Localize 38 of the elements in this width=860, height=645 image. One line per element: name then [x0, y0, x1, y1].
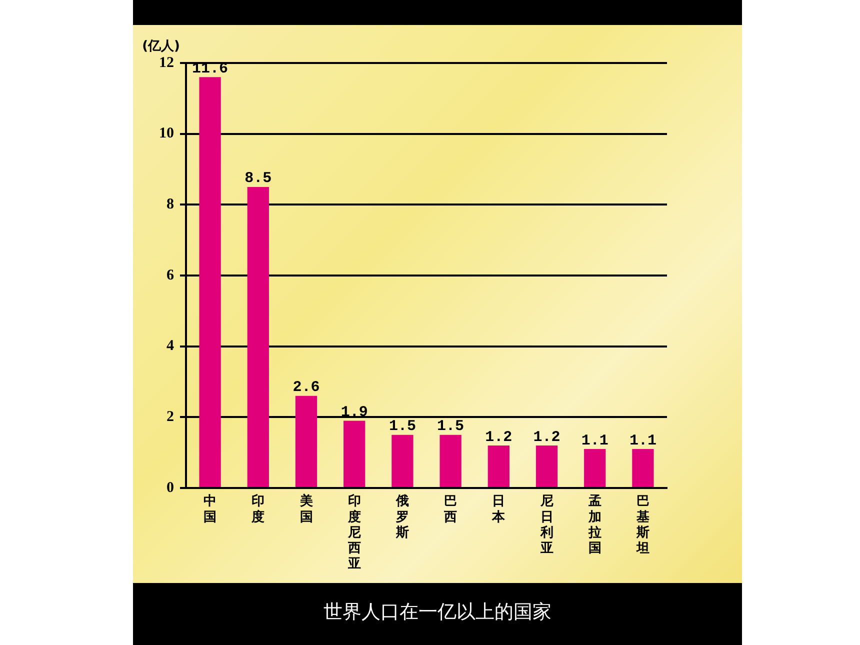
- bar: [584, 449, 606, 487]
- x-tick-label: 中国: [204, 494, 217, 525]
- bar: [536, 446, 558, 487]
- bar: [344, 420, 366, 487]
- bar: [199, 77, 221, 487]
- data-label: 1.5: [437, 418, 464, 436]
- x-tick-label: 巴基斯坦: [635, 494, 650, 556]
- data-label: 1.5: [388, 418, 416, 436]
- bar: [488, 446, 510, 487]
- x-tick-label: 俄罗斯: [394, 494, 409, 540]
- x-tick-label: 孟加拉国: [587, 494, 602, 556]
- x-tick-label: 美国: [298, 493, 313, 525]
- data-label: 1.2: [485, 428, 512, 446]
- y-tick-label: 2: [166, 409, 174, 426]
- y-tick-label: 8: [166, 196, 174, 213]
- x-tick-label: 尼日利亚: [539, 494, 554, 556]
- x-tick-label: 印度尼西亚: [346, 493, 361, 572]
- data-label: 1.2: [533, 428, 560, 446]
- text: 世界人口在一亿以上的国家: [133, 583, 742, 645]
- y-tick-label: 4: [166, 338, 174, 354]
- x-tick-label: 日本: [491, 494, 506, 525]
- data-label: 1.9: [340, 404, 368, 421]
- y-tick-label: 0: [166, 480, 174, 496]
- bar: [295, 396, 318, 487]
- x-tick-label: 印度: [250, 493, 265, 525]
- y-tick-label: 12: [159, 54, 174, 71]
- bar: [440, 434, 462, 487]
- bar: [632, 449, 654, 487]
- data-label: 2.6: [292, 379, 320, 396]
- y-axis-title: (亿人): [142, 38, 180, 54]
- data-label: 1.1: [629, 432, 656, 450]
- data-label: 8.5: [244, 170, 272, 188]
- bar: [392, 434, 414, 487]
- y-tick-label: 10: [159, 126, 174, 142]
- data-label: 1.1: [581, 432, 608, 450]
- y-tick-label: 6: [166, 267, 174, 284]
- x-tick-label: 巴西: [443, 494, 458, 525]
- bar: [247, 186, 269, 487]
